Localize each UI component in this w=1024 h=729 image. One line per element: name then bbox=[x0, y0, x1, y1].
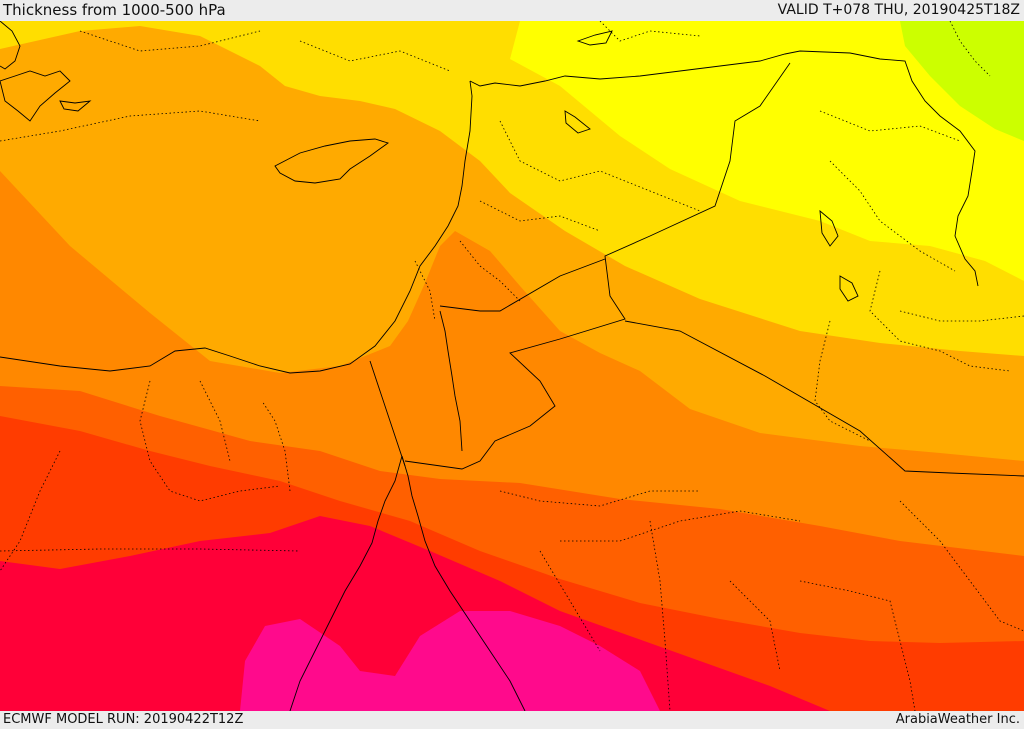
map-title: Thickness from 1000-500 hPa bbox=[3, 1, 226, 19]
map-canvas bbox=[0, 21, 1024, 711]
brand-credit: ArabiaWeather Inc. bbox=[895, 712, 1020, 727]
band-9 bbox=[240, 611, 660, 711]
footer-bar: ECMWF MODEL RUN: 20190422T12Z ArabiaWeat… bbox=[0, 711, 1024, 729]
internal-boundaries bbox=[0, 21, 1024, 711]
thickness-map bbox=[0, 21, 1024, 711]
band-5 bbox=[900, 21, 1024, 141]
header-bar: Thickness from 1000-500 hPa VALID T+078 … bbox=[0, 0, 1024, 21]
model-run-label: ECMWF MODEL RUN: 20190422T12Z bbox=[3, 712, 244, 727]
valid-time: VALID T+078 THU, 20190425T18Z bbox=[777, 2, 1020, 18]
band-4 bbox=[510, 21, 1024, 281]
coastlines bbox=[0, 21, 1024, 711]
